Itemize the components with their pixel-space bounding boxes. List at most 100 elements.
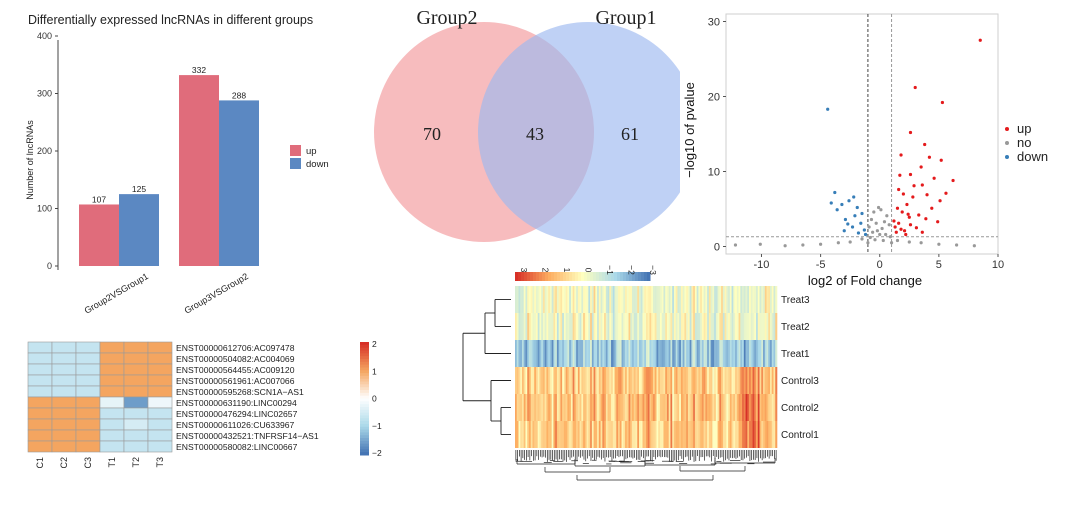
clustered-heatmap-cell — [684, 286, 687, 313]
clustered-heatmap-cell — [523, 340, 526, 367]
clustered-heatmap-cell — [719, 367, 722, 394]
clustered-heatmap-cell — [527, 394, 530, 421]
volcano-panel-border — [725, 13, 999, 255]
clustered-heatmap-cell — [743, 340, 746, 367]
heatmap-column-label: C3 — [83, 457, 93, 469]
clustered-heatmap-cell — [672, 286, 675, 313]
clustered-heatmap-cell — [548, 340, 551, 367]
clustered-heatmap-cell — [626, 340, 629, 367]
clustered-heatmap-cell — [523, 286, 526, 313]
clustered-heatmap-cell — [563, 286, 566, 313]
clustered-heatmap-cell — [623, 340, 626, 367]
clustered-heatmap-cell — [663, 367, 666, 394]
clustered-heatmap-cell — [556, 367, 559, 394]
clustered-heatmap-cell — [549, 367, 552, 394]
clustered-heatmap-cell — [637, 394, 640, 421]
clustered-scale-step — [596, 272, 600, 281]
bar-up — [179, 75, 219, 266]
clustered-heatmap-cell — [556, 286, 559, 313]
volcano-point-no — [937, 242, 941, 246]
clustered-heatmap-cell — [595, 421, 598, 448]
clustered-heatmap-cell — [749, 340, 752, 367]
volcano-point-no — [783, 244, 787, 248]
clustered-heatmap-cell — [574, 340, 577, 367]
clustered-heatmap-cell — [609, 340, 612, 367]
clustered-heatmap-cell — [604, 340, 607, 367]
clustered-heatmap-cell — [605, 394, 608, 421]
clustered-heatmap-cell — [563, 367, 566, 394]
clustered-heatmap-cell — [581, 367, 584, 394]
clustered-heatmap-cell — [635, 340, 638, 367]
clustered-heatmap-cell — [672, 421, 675, 448]
clustered-heatmap-cell — [773, 313, 776, 340]
volcano-point-no — [848, 240, 852, 244]
clustered-heatmap-cell — [714, 313, 717, 340]
heatmap-cell — [123, 341, 149, 354]
clustered-heatmap-cell — [696, 394, 699, 421]
venn-label-group2: Group2 — [416, 7, 477, 29]
clustered-heatmap-cell — [555, 313, 558, 340]
clustered-heatmap-cell — [577, 340, 580, 367]
clustered-heatmap-cell — [558, 367, 561, 394]
clustered-heatmap-cell — [569, 340, 572, 367]
clustered-heatmap-cell — [743, 286, 746, 313]
clustered-heatmap-cell — [763, 421, 766, 448]
clustered-heatmap-cell — [684, 367, 687, 394]
clustered-heatmap-cell — [569, 394, 572, 421]
clustered-heatmap-cell — [768, 394, 771, 421]
volcano-point-no — [873, 238, 877, 242]
clustered-heatmap-cell — [605, 421, 608, 448]
clustered-heatmap-cell — [604, 394, 607, 421]
clustered-heatmap-cell — [719, 394, 722, 421]
clustered-heatmap-cell — [567, 421, 570, 448]
clustered-heatmap-cell — [738, 421, 741, 448]
heatmap-scale-step — [360, 421, 369, 425]
clustered-heatmap-cell — [680, 367, 683, 394]
clustered-heatmap-cell — [535, 394, 539, 421]
volcano-point-down — [853, 214, 857, 218]
clustered-heatmap-cell — [560, 394, 563, 421]
clustered-heatmap-cell — [740, 313, 743, 340]
clustered-heatmap-cell — [544, 421, 547, 448]
clustered-heatmap-cell — [680, 313, 683, 340]
clustered-heatmap-cell — [750, 313, 753, 340]
clustered-heatmap-cell — [651, 340, 654, 367]
clustered-heatmap-cell — [666, 313, 670, 340]
clustered-heatmap-cell — [611, 286, 614, 313]
clustered-heatmap-cell — [750, 367, 753, 394]
clustered-heatmap-cell — [637, 286, 640, 313]
clustered-heatmap-cell — [612, 340, 615, 367]
clustered-heatmap-cell — [677, 286, 680, 313]
clustered-heatmap-cell — [548, 421, 551, 448]
clustered-heatmap-cell — [525, 340, 528, 367]
clustered-heatmap-cell — [689, 286, 692, 313]
clustered-heatmap-cell — [527, 367, 530, 394]
clustered-heatmap-cell — [621, 394, 624, 421]
clustered-heatmap-cell — [721, 421, 724, 448]
clustered-heatmap-cell — [771, 340, 774, 367]
clustered-heatmap-cell — [654, 394, 657, 421]
clustered-heatmap-cell — [764, 421, 767, 448]
clustered-heatmap-cell — [625, 340, 628, 367]
clustered-heatmap-cell — [729, 421, 732, 448]
heatmap-cell — [51, 418, 77, 431]
clustered-heatmap-cell — [516, 367, 519, 394]
clustered-heatmap-cell — [542, 421, 545, 448]
clustered-heatmap-cell — [590, 286, 593, 313]
clustered-heatmap-cell — [598, 421, 601, 448]
clustered-heatmap-cell — [621, 421, 624, 448]
clustered-heatmap-cell — [607, 394, 610, 421]
clustered-heatmap-cell — [714, 367, 717, 394]
clustered-heatmap-cell — [625, 286, 628, 313]
clustered-heatmap-cell — [680, 340, 683, 367]
clustered-heatmap-cell — [766, 421, 769, 448]
clustered-heatmap-cell — [619, 367, 622, 394]
clustered-heatmap-cell — [675, 340, 678, 367]
clustered-heatmap-cell — [763, 367, 766, 394]
clustered-heatmap-cell — [518, 394, 521, 421]
volcano-plot-frame: 0 10 20 30 -10 -5 0 5 10 — [708, 13, 1004, 271]
heatmap-cell — [99, 374, 125, 387]
clustered-heatmap-cell — [721, 313, 724, 340]
clustered-heatmap-cell — [668, 286, 671, 313]
volcano-point-no — [881, 238, 885, 243]
